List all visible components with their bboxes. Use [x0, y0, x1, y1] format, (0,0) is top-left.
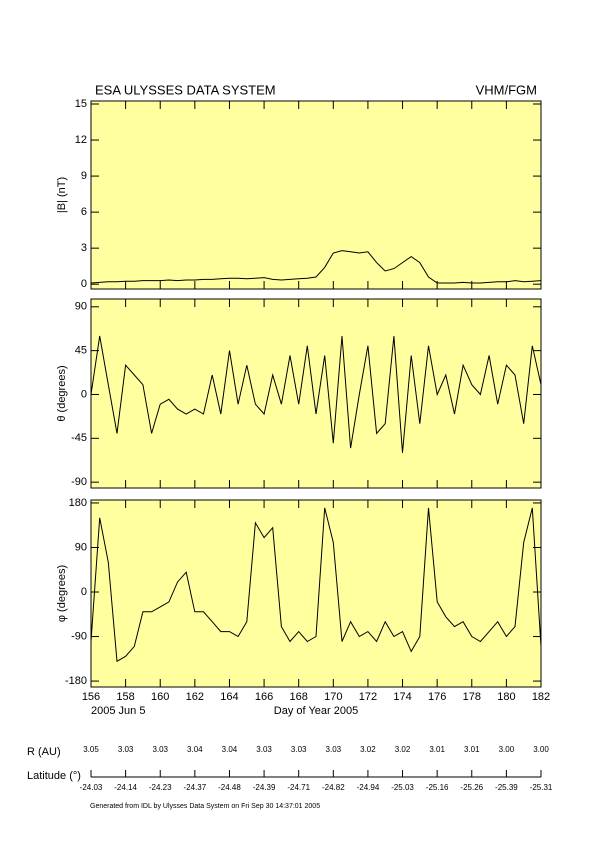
lat-value: -24.82: [322, 783, 345, 792]
r-value: 3.01: [464, 745, 480, 754]
y-tick-label: 90: [75, 541, 87, 553]
y-tick-label: 45: [75, 345, 87, 357]
y-tick-label: 180: [69, 497, 87, 509]
r-value: 3.04: [222, 745, 238, 754]
lat-value: -24.37: [184, 783, 207, 792]
lat-value: -24.94: [357, 783, 380, 792]
x-tick-label: 178: [463, 691, 481, 703]
r-value: 3.03: [326, 745, 342, 754]
r-value: 3.00: [499, 745, 515, 754]
r-value: 3.00: [533, 745, 549, 754]
x-tick-label: 158: [116, 691, 134, 703]
x-tick-label: 168: [290, 691, 308, 703]
r-value: 3.03: [118, 745, 134, 754]
lat-value: -25.16: [426, 783, 449, 792]
x-tick-label: 174: [393, 691, 411, 703]
r-value: 3.02: [360, 745, 376, 754]
lat-value: -25.39: [495, 783, 518, 792]
plot-area: [90, 499, 542, 688]
y-tick-label: -45: [71, 432, 87, 444]
r-label: R (AU): [27, 746, 61, 758]
lat-value: -24.48: [218, 783, 241, 792]
r-value: 3.03: [152, 745, 168, 754]
y-tick-label: 3: [81, 242, 87, 254]
r-value: 3.04: [187, 745, 203, 754]
x-tick-label: 170: [324, 691, 342, 703]
instrument: VHM/FGM: [476, 82, 537, 97]
r-value: 3.01: [429, 745, 445, 754]
y-tick-label: 12: [75, 134, 87, 146]
y-axis-label: θ (degrees): [56, 365, 68, 421]
r-value: 3.02: [395, 745, 411, 754]
x-tick-label: 182: [532, 691, 550, 703]
lat-value: -25.26: [460, 783, 483, 792]
x-tick-label: 160: [151, 691, 169, 703]
lat-value: -24.03: [80, 783, 103, 792]
x-tick-label: 164: [220, 691, 238, 703]
x-tick-label: 156: [82, 691, 100, 703]
y-tick-label: 0: [81, 388, 87, 400]
plot-area: [90, 100, 542, 290]
y-tick-label: 90: [75, 301, 87, 313]
y-tick-label: 15: [75, 98, 87, 110]
data-line: [91, 335, 541, 453]
plot-area: [90, 298, 542, 489]
data-line: [91, 507, 541, 663]
lat-value: -25.31: [530, 783, 553, 792]
y-tick-label: 0: [81, 586, 87, 598]
y-tick-label: 0: [81, 278, 87, 290]
r-value: 3.03: [291, 745, 307, 754]
x-tick-label: 176: [428, 691, 446, 703]
y-axis-label: φ (degrees): [56, 565, 68, 622]
x-tick-label: 172: [359, 691, 377, 703]
y-axis-label: |B| (nT): [56, 177, 68, 213]
lat-value: -24.39: [253, 783, 276, 792]
y-tick-label: -180: [65, 675, 87, 687]
y-tick-label: 6: [81, 206, 87, 218]
x-tick-label: 166: [255, 691, 273, 703]
r-value: 3.05: [83, 745, 99, 754]
x-axis-label: Day of Year 2005: [274, 705, 358, 717]
lat-value: -24.23: [149, 783, 172, 792]
y-tick-label: -90: [71, 476, 87, 488]
lat-value: -24.71: [287, 783, 310, 792]
lat-value: -24.14: [114, 783, 137, 792]
footer: Generated from IDL by Ulysses Data Syste…: [90, 803, 320, 810]
y-tick-label: -90: [71, 630, 87, 642]
lat-label: Latitude (°): [27, 770, 81, 782]
title: ESA ULYSSES DATA SYSTEM: [95, 82, 276, 97]
y-tick-label: 9: [81, 170, 87, 182]
data-line: [91, 250, 541, 284]
date-label: 2005 Jun 5: [91, 705, 145, 717]
x-tick-label: 162: [186, 691, 204, 703]
r-value: 3.03: [256, 745, 272, 754]
lat-value: -25.03: [391, 783, 414, 792]
x-tick-label: 180: [497, 691, 515, 703]
